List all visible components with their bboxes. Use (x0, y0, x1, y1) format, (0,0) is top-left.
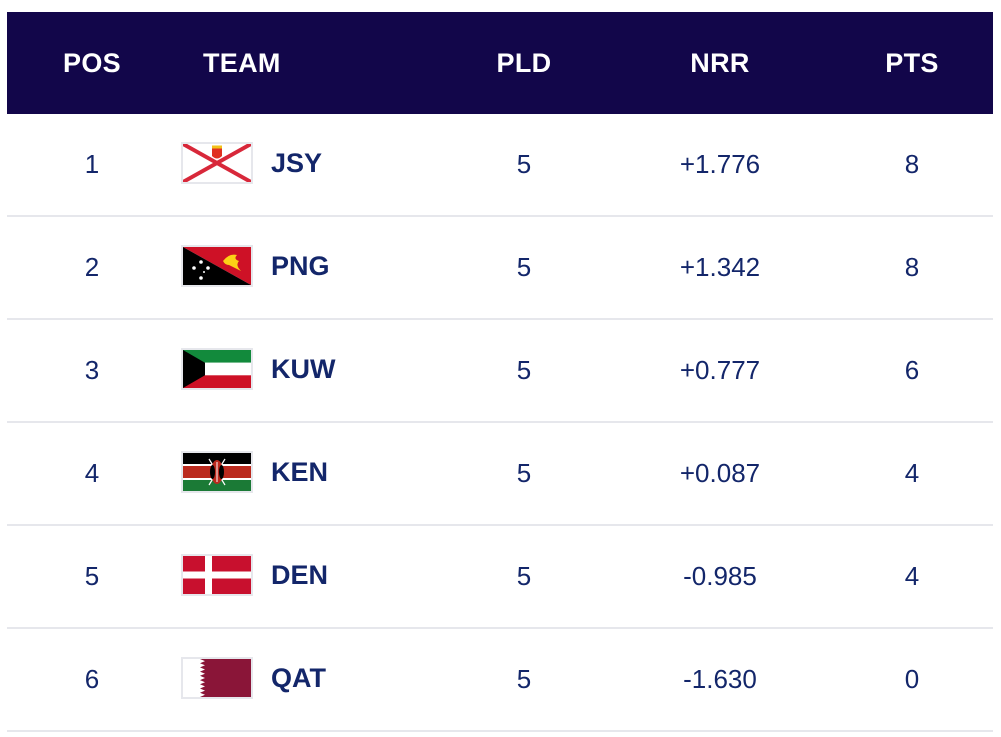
team-name[interactable]: KEN (271, 457, 329, 487)
column-header-team[interactable]: TEAM (203, 48, 281, 78)
team-name[interactable]: PNG (271, 251, 330, 281)
position: 3 (84, 355, 100, 385)
points: 8 (904, 252, 920, 282)
papua-new-guinea-flag-icon (181, 245, 253, 287)
played: 5 (516, 458, 532, 488)
column-header-pts[interactable]: PTS (885, 48, 939, 78)
table-header: POS TEAM PLD NRR PTS (7, 12, 993, 114)
position: 5 (84, 561, 100, 591)
points: 4 (904, 458, 920, 488)
column-header-pos[interactable]: POS (63, 48, 121, 78)
column-header-nrr[interactable]: NRR (690, 48, 750, 78)
net-run-rate: +1.776 (679, 149, 761, 179)
kuwait-flag-icon (181, 348, 253, 390)
denmark-flag-icon (181, 554, 253, 596)
net-run-rate: -0.985 (683, 561, 757, 591)
team-name[interactable]: JSY (271, 148, 323, 178)
team-name[interactable]: QAT (271, 663, 326, 693)
position: 1 (84, 149, 100, 179)
table-row[interactable]: 4 KEN 5 +0.087 4 (7, 423, 993, 526)
net-run-rate: +0.777 (679, 355, 761, 385)
played: 5 (516, 664, 532, 694)
table-row[interactable]: 5 DEN 5 -0.985 4 (7, 526, 993, 629)
played: 5 (516, 355, 532, 385)
team-name[interactable]: DEN (271, 560, 329, 590)
jersey-flag-icon (181, 142, 253, 184)
points: 0 (904, 664, 920, 694)
net-run-rate: +1.342 (679, 252, 761, 282)
column-header-pld[interactable]: PLD (496, 48, 552, 78)
position: 2 (84, 252, 100, 282)
qatar-flag-icon (181, 657, 253, 699)
points: 4 (904, 561, 920, 591)
position: 6 (84, 664, 100, 694)
points: 8 (904, 149, 920, 179)
net-run-rate: +0.087 (679, 458, 761, 488)
standings-table: POS TEAM PLD NRR PTS 1 JSY 5 +1.776 8 2 (7, 12, 993, 732)
played: 5 (516, 149, 532, 179)
net-run-rate: -1.630 (683, 664, 757, 694)
position: 4 (84, 458, 100, 488)
table-row[interactable]: 6 QAT 5 -1.630 0 (7, 629, 993, 732)
points: 6 (904, 355, 920, 385)
table-row[interactable]: 1 JSY 5 +1.776 8 (7, 114, 993, 217)
table-row[interactable]: 3 KUW 5 +0.777 6 (7, 320, 993, 423)
kenya-flag-icon (181, 451, 253, 493)
played: 5 (516, 561, 532, 591)
table-row[interactable]: 2 PNG 5 +1.342 8 (7, 217, 993, 320)
played: 5 (516, 252, 532, 282)
team-name[interactable]: KUW (271, 354, 336, 384)
